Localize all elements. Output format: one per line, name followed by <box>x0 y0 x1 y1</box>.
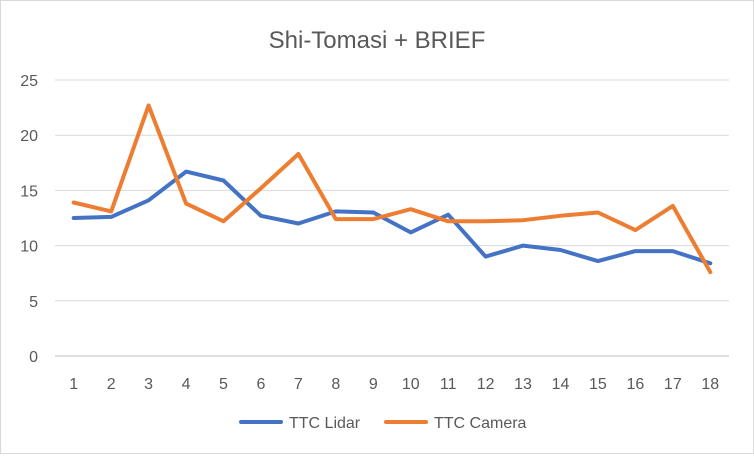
x-tick-label: 4 <box>182 376 191 393</box>
y-axis-ticks: 0 5 10 15 20 25 <box>20 73 38 366</box>
x-tick-label: 6 <box>256 376 265 393</box>
x-tick-label: 2 <box>107 376 116 393</box>
x-tick-label: 18 <box>701 376 719 393</box>
y-tick-label: 5 <box>29 294 38 311</box>
series-lines <box>74 105 711 272</box>
legend-label: TTC Lidar <box>289 415 361 432</box>
y-tick-label: 20 <box>20 128 38 145</box>
x-tick-label: 10 <box>402 376 420 393</box>
x-tick-label: 8 <box>331 376 340 393</box>
x-tick-label: 16 <box>626 376 644 393</box>
x-tick-label: 15 <box>589 376 607 393</box>
x-tick-label: 1 <box>69 376 78 393</box>
x-tick-label: 9 <box>369 376 378 393</box>
x-tick-label: 5 <box>219 376 228 393</box>
x-tick-label: 14 <box>552 376 570 393</box>
x-tick-label: 13 <box>514 376 532 393</box>
legend: TTC Lidar TTC Camera <box>241 415 527 432</box>
y-tick-label: 10 <box>20 239 38 256</box>
y-tick-label: 0 <box>29 349 38 366</box>
chart-title: Shi-Tomasi + BRIEF <box>269 27 486 54</box>
x-tick-label: 7 <box>294 376 303 393</box>
y-tick-label: 15 <box>20 183 38 200</box>
x-tick-label: 11 <box>440 376 457 393</box>
legend-label: TTC Camera <box>434 415 527 432</box>
y-tick-label: 25 <box>20 73 38 90</box>
series-line-ttc-camera <box>74 105 711 272</box>
series-line-ttc-lidar <box>74 172 711 264</box>
x-tick-label: 3 <box>144 376 153 393</box>
x-tick-label: 12 <box>477 376 495 393</box>
x-tick-label: 17 <box>664 376 682 393</box>
